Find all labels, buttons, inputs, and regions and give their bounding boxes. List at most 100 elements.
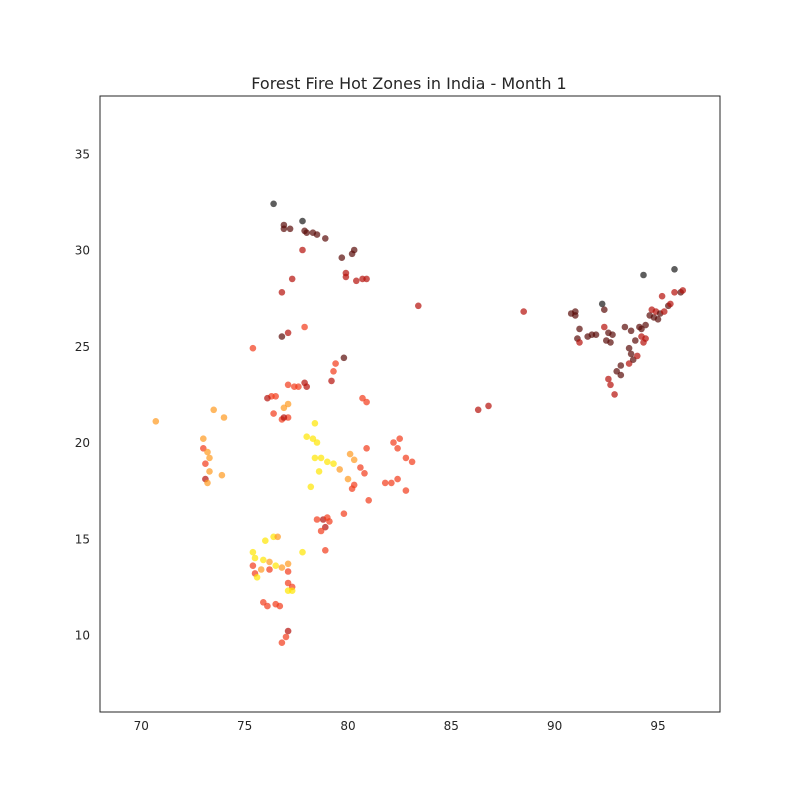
data-point bbox=[485, 402, 492, 410]
data-point bbox=[350, 456, 358, 464]
data-point bbox=[326, 518, 333, 525]
data-point bbox=[317, 454, 325, 462]
data-point bbox=[284, 329, 292, 337]
data-point bbox=[280, 225, 288, 233]
data-point bbox=[303, 433, 311, 441]
data-point bbox=[667, 300, 674, 308]
data-point bbox=[621, 323, 629, 331]
data-point bbox=[348, 250, 356, 258]
data-point bbox=[272, 393, 280, 400]
data-point bbox=[284, 400, 292, 408]
y-tick-label: 10 bbox=[75, 629, 90, 643]
data-point bbox=[322, 235, 329, 242]
data-point bbox=[340, 354, 348, 362]
data-point bbox=[322, 547, 329, 554]
data-point bbox=[257, 566, 265, 573]
data-point bbox=[627, 350, 635, 358]
data-point bbox=[204, 479, 211, 487]
data-point bbox=[200, 445, 207, 452]
points-layer bbox=[152, 200, 687, 646]
data-point bbox=[324, 458, 331, 466]
data-point bbox=[288, 587, 296, 594]
data-point bbox=[601, 306, 608, 314]
x-tick-label: 75 bbox=[237, 719, 252, 733]
data-point bbox=[264, 602, 271, 610]
data-point bbox=[315, 468, 323, 475]
data-point bbox=[313, 516, 321, 523]
data-point bbox=[390, 439, 397, 446]
data-point bbox=[381, 479, 389, 487]
data-point bbox=[679, 287, 687, 294]
data-point bbox=[625, 344, 633, 352]
x-tick-label: 70 bbox=[134, 719, 149, 733]
data-point bbox=[278, 639, 286, 646]
data-point bbox=[295, 383, 302, 391]
x-tick-label: 80 bbox=[340, 719, 355, 733]
data-point bbox=[278, 333, 286, 340]
data-point bbox=[592, 331, 600, 339]
data-point bbox=[206, 468, 213, 475]
data-point bbox=[311, 454, 319, 462]
data-point bbox=[262, 537, 269, 544]
data-point bbox=[299, 246, 306, 254]
x-tick-label: 95 bbox=[650, 719, 665, 733]
data-point bbox=[282, 633, 290, 641]
data-point bbox=[640, 271, 647, 279]
data-point bbox=[272, 562, 280, 569]
data-point bbox=[617, 371, 625, 379]
y-tick-label: 30 bbox=[75, 244, 90, 258]
data-point bbox=[249, 344, 257, 352]
data-point bbox=[388, 479, 395, 487]
data-point bbox=[632, 337, 639, 344]
data-point bbox=[617, 362, 625, 369]
data-point bbox=[415, 302, 422, 310]
data-point bbox=[313, 231, 321, 238]
data-point bbox=[394, 475, 401, 483]
data-point bbox=[363, 275, 370, 283]
data-point bbox=[264, 394, 271, 402]
data-point bbox=[625, 360, 633, 367]
data-point bbox=[253, 574, 261, 581]
data-point bbox=[340, 510, 348, 517]
data-point bbox=[365, 497, 373, 504]
x-tick-label: 85 bbox=[444, 719, 459, 733]
data-point bbox=[307, 483, 315, 491]
data-point bbox=[607, 339, 614, 346]
data-point bbox=[609, 331, 616, 339]
data-point bbox=[284, 568, 292, 575]
data-point bbox=[520, 308, 527, 315]
data-point bbox=[249, 548, 257, 556]
data-point bbox=[301, 323, 308, 331]
x-axis-ticks: 70 75 80 85 90 95 bbox=[134, 719, 666, 733]
data-point bbox=[598, 300, 606, 308]
data-point bbox=[359, 394, 366, 402]
data-point bbox=[288, 275, 296, 283]
data-point bbox=[332, 360, 339, 367]
y-tick-label: 20 bbox=[75, 436, 90, 450]
data-point bbox=[330, 460, 337, 468]
data-point bbox=[303, 229, 311, 236]
data-point bbox=[576, 325, 583, 333]
data-point bbox=[576, 339, 583, 346]
data-point bbox=[344, 475, 352, 483]
y-tick-label: 15 bbox=[75, 532, 90, 546]
data-point bbox=[642, 335, 649, 342]
data-point bbox=[338, 254, 346, 261]
data-point bbox=[607, 381, 614, 389]
data-point bbox=[402, 454, 410, 462]
data-point bbox=[601, 323, 608, 331]
data-point bbox=[278, 564, 286, 571]
data-point bbox=[200, 435, 207, 443]
data-point bbox=[260, 556, 267, 564]
data-point bbox=[342, 273, 350, 281]
data-point bbox=[274, 533, 282, 541]
data-point bbox=[336, 466, 344, 473]
data-point bbox=[346, 450, 354, 458]
data-point bbox=[474, 406, 482, 414]
data-point bbox=[249, 562, 257, 569]
data-point bbox=[266, 566, 273, 573]
data-point bbox=[654, 316, 662, 323]
data-point bbox=[353, 277, 360, 285]
data-point bbox=[402, 487, 410, 494]
